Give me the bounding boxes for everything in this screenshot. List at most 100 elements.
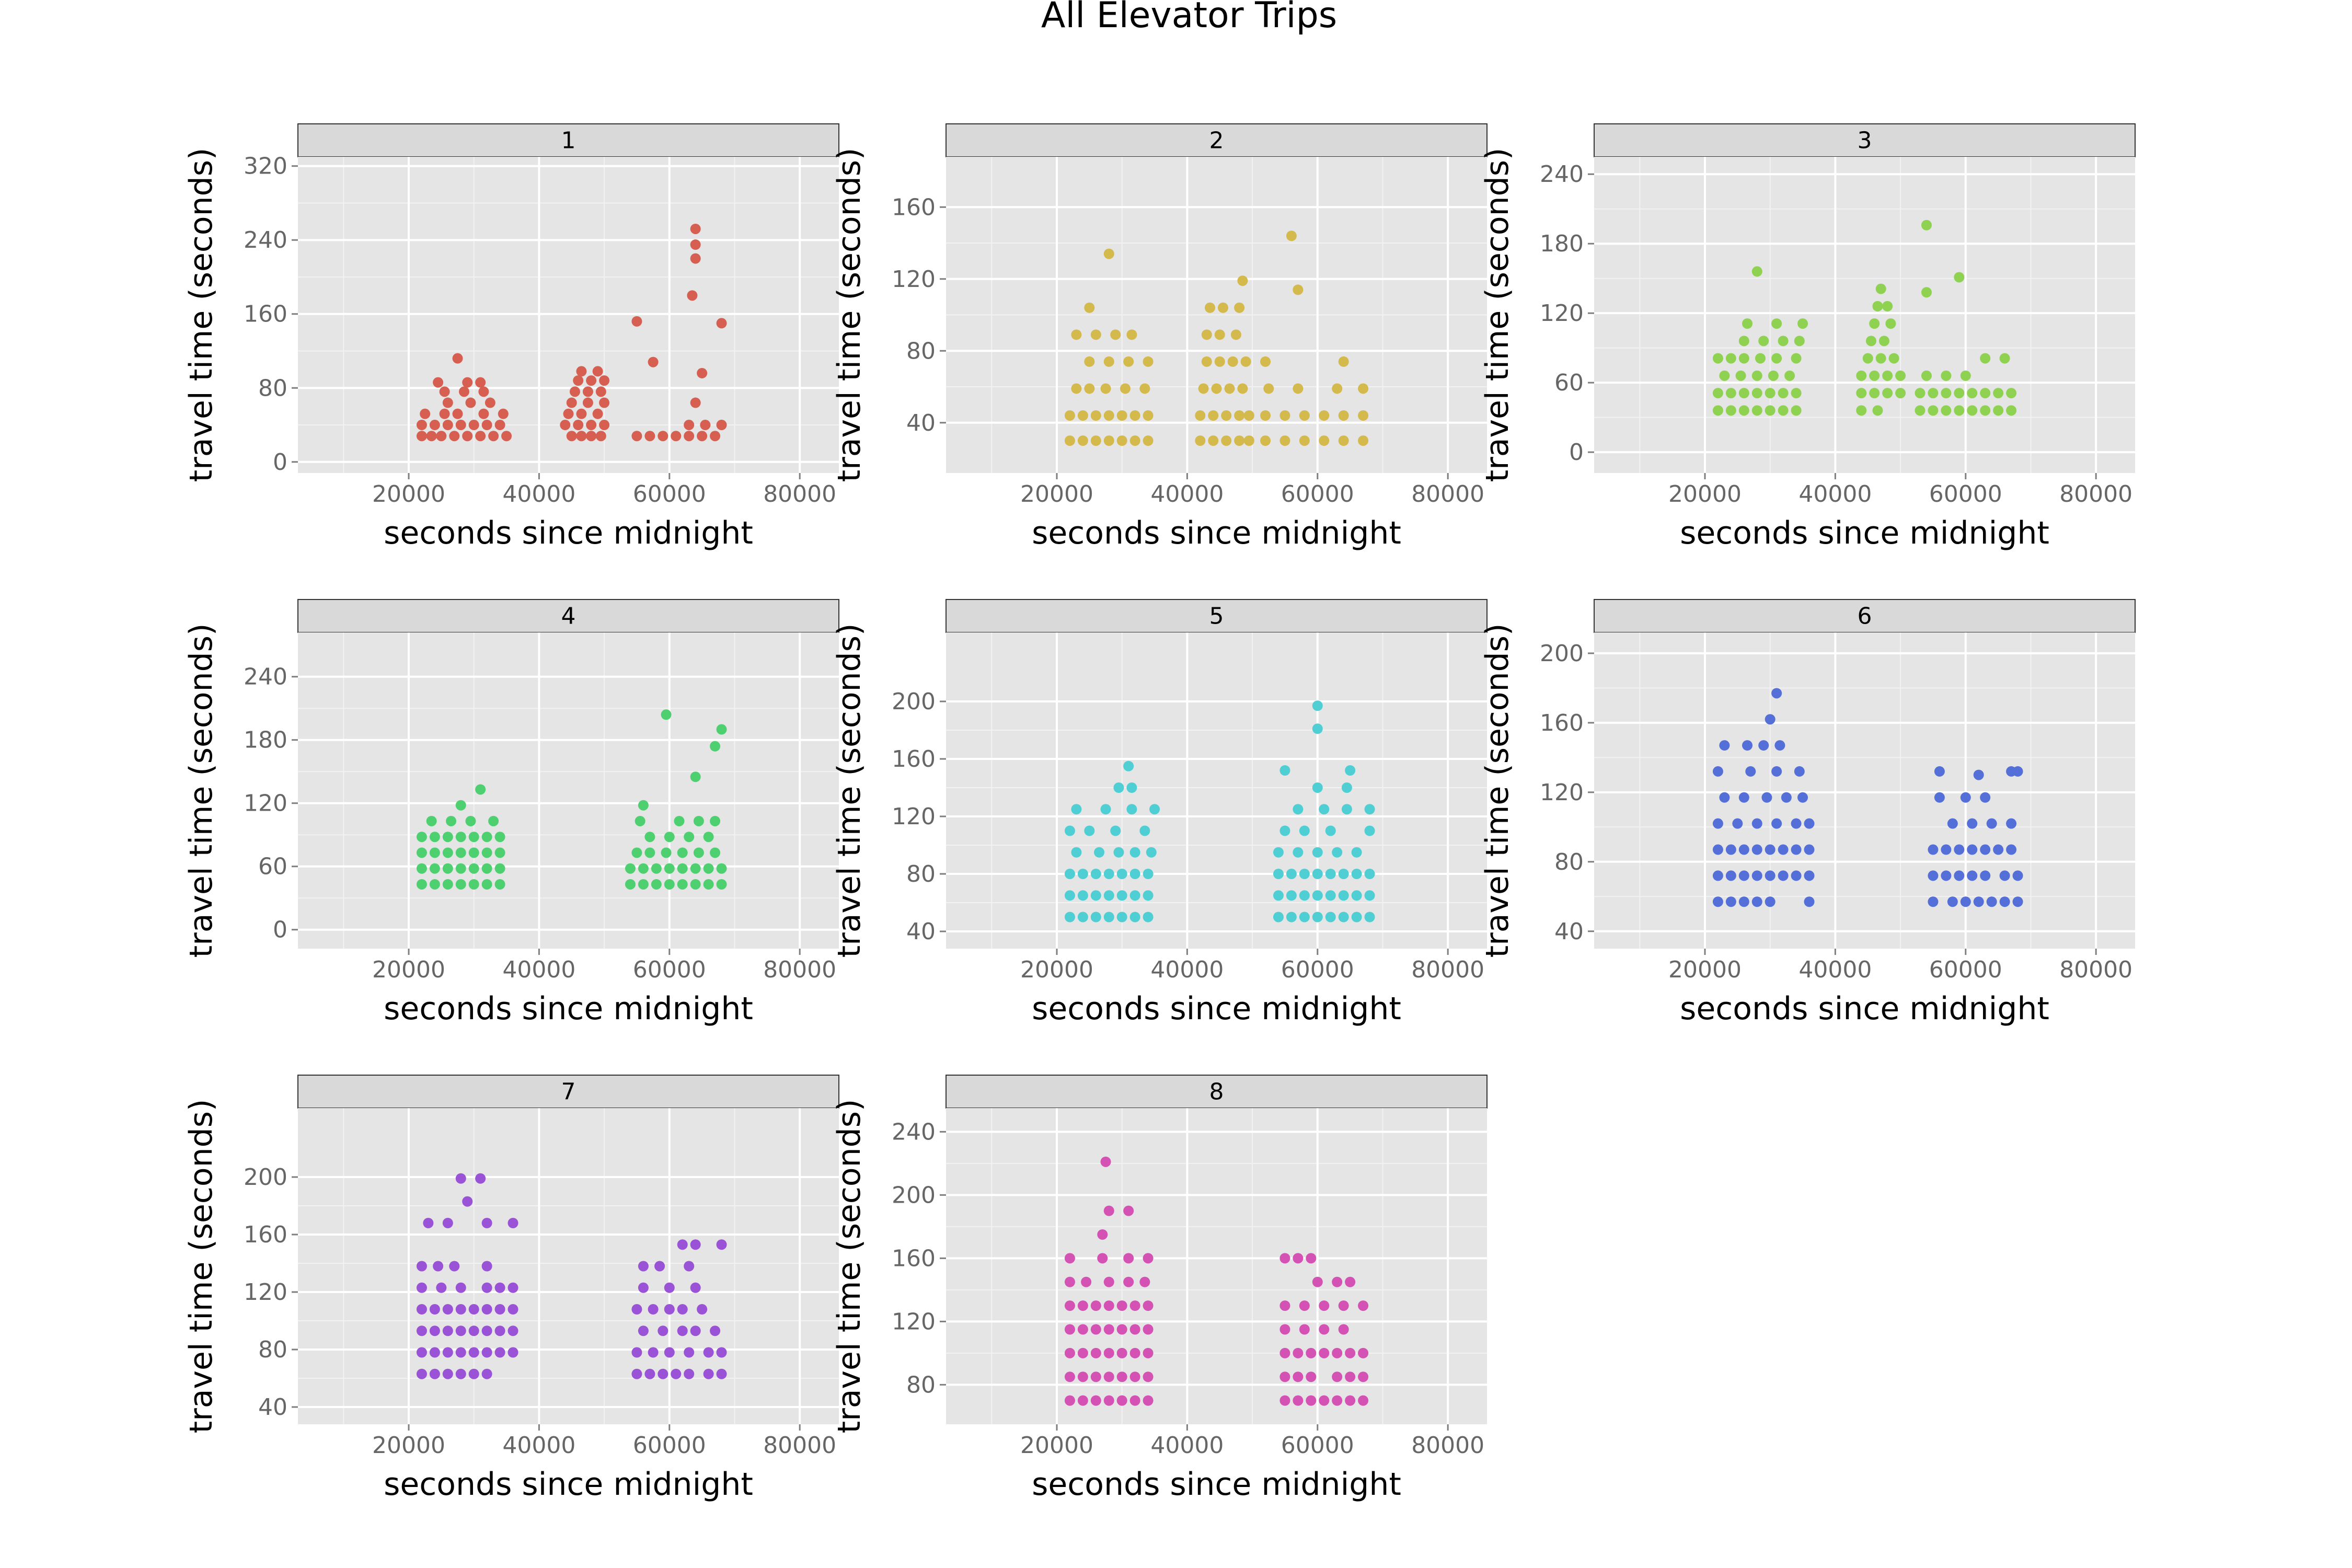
data-point: [442, 1347, 453, 1358]
data-point: [684, 1347, 695, 1358]
data-point: [449, 1261, 460, 1272]
data-point: [716, 863, 727, 874]
data-point: [582, 397, 593, 408]
data-point: [1358, 1395, 1369, 1406]
data-point: [1725, 870, 1736, 881]
data-point: [1856, 405, 1867, 416]
data-point: [1129, 912, 1140, 923]
data-point: [710, 1325, 721, 1336]
data-point: [1719, 740, 1730, 751]
data-point: [586, 431, 597, 442]
data-point: [1299, 825, 1310, 836]
data-point: [1967, 388, 1978, 399]
data-point: [455, 847, 466, 858]
data-point: [468, 1304, 479, 1315]
data-point: [1872, 405, 1883, 416]
data-point: [1299, 890, 1310, 901]
data-point: [664, 1304, 675, 1315]
data-point: [1077, 1347, 1088, 1358]
data-point: [455, 1368, 466, 1379]
y-tick-label: 80: [1554, 849, 1584, 875]
data-point: [426, 431, 437, 442]
data-point: [429, 420, 440, 431]
data-point: [1954, 388, 1965, 399]
data-point: [582, 386, 593, 397]
data-point: [1921, 287, 1932, 298]
data-point: [1143, 1300, 1154, 1311]
data-point: [1279, 825, 1290, 836]
data-point: [592, 366, 603, 377]
data-point: [420, 408, 431, 419]
data-point: [1778, 405, 1789, 416]
data-point: [1738, 844, 1749, 855]
data-point: [1198, 383, 1209, 394]
data-point: [1143, 1253, 1154, 1264]
data-point: [494, 863, 505, 874]
data-point: [1882, 388, 1893, 399]
data-point: [677, 1239, 688, 1250]
data-point: [1143, 356, 1154, 367]
data-point: [1751, 844, 1762, 855]
data-point: [1725, 353, 1736, 364]
data-point: [1143, 410, 1154, 421]
y-tick-label: 40: [1554, 918, 1584, 945]
x-tick-label: 60000: [1929, 956, 2002, 983]
data-point: [1345, 1371, 1356, 1382]
data-point: [1084, 383, 1095, 394]
data-point: [1214, 356, 1225, 367]
x-tick-label: 80000: [1411, 956, 1484, 983]
y-tick-label: 0: [1569, 439, 1584, 466]
data-point: [1273, 847, 1284, 858]
data-point: [452, 408, 463, 419]
data-point: [1103, 912, 1114, 923]
data-point: [576, 431, 587, 442]
x-axis-title: seconds since midnight: [384, 990, 753, 1027]
data-point: [566, 431, 577, 442]
data-point: [1090, 329, 1101, 340]
facet-panel-7: 7 20000 40000 60000 80000 40 80 120 160 200 second…: [183, 1075, 839, 1503]
data-point: [1973, 896, 1984, 907]
data-point: [439, 386, 450, 397]
data-point: [488, 431, 499, 442]
data-point: [1094, 847, 1105, 858]
data-point: [1299, 1300, 1310, 1311]
data-point: [439, 408, 450, 419]
data-point: [462, 377, 473, 388]
data-point: [1341, 804, 1352, 815]
data-point: [1129, 1300, 1140, 1311]
data-point: [1778, 844, 1789, 855]
x-tick-label: 80000: [2059, 956, 2132, 983]
data-point: [1064, 1395, 1075, 1406]
data-point: [710, 815, 721, 826]
data-point: [1090, 1347, 1101, 1358]
data-point: [1993, 405, 2004, 416]
data-point: [684, 832, 695, 843]
data-point: [703, 832, 714, 843]
data-point: [1351, 890, 1362, 901]
data-point: [1120, 383, 1131, 394]
data-point: [1084, 302, 1095, 313]
data-point: [416, 431, 427, 442]
x-tick-label: 60000: [633, 481, 706, 508]
data-point: [569, 386, 580, 397]
data-point: [1351, 912, 1362, 923]
data-point: [1129, 890, 1140, 901]
data-point: [1116, 1300, 1127, 1311]
data-point: [1103, 1347, 1114, 1358]
data-point: [1791, 870, 1802, 881]
data-point: [690, 1239, 701, 1250]
data-point: [1738, 792, 1749, 803]
data-point: [429, 863, 440, 874]
data-point: [442, 1368, 453, 1379]
data-point: [481, 832, 492, 843]
data-point: [1915, 405, 1926, 416]
facet-strip: [946, 1075, 1488, 1109]
data-point: [1928, 870, 1939, 881]
data-point: [1325, 890, 1336, 901]
data-point: [494, 832, 505, 843]
facet-strip: [946, 123, 1488, 157]
data-point: [429, 879, 440, 890]
data-point: [1306, 1371, 1317, 1382]
data-point: [2006, 388, 2017, 399]
data-point: [481, 879, 492, 890]
